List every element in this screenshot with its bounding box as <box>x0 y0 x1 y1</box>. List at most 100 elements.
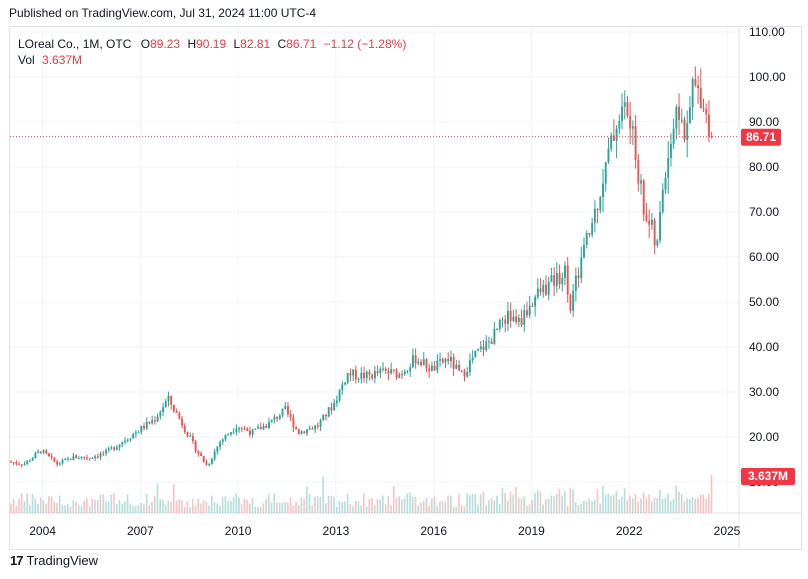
volume-bar <box>126 494 129 513</box>
volume-bar <box>631 498 634 513</box>
candle-body <box>249 430 251 435</box>
volume-bar <box>661 498 664 513</box>
candle-body <box>189 435 192 437</box>
candle-body <box>409 367 412 372</box>
candle-body <box>659 212 662 241</box>
volume-bar <box>512 495 515 513</box>
volume-bar <box>143 503 145 513</box>
candle-body <box>460 370 463 372</box>
candle-body <box>137 432 140 434</box>
candle-body <box>534 296 537 307</box>
volume-bar <box>553 496 555 513</box>
volume-bar <box>642 492 645 513</box>
candle-body <box>31 457 34 461</box>
chart-frame[interactable] <box>9 26 802 550</box>
candle-body <box>18 463 21 465</box>
volume-bar <box>376 499 379 513</box>
volume-bar <box>333 496 335 513</box>
candle-body <box>395 370 398 378</box>
candle-body <box>327 407 330 417</box>
candle-body <box>688 107 691 124</box>
candle-body <box>251 429 254 435</box>
candle-body <box>425 359 428 369</box>
volume-bar <box>159 499 161 513</box>
volume-bar <box>629 495 631 513</box>
candle-body <box>428 368 431 372</box>
legend-symbol[interactable]: LOreal Co., 1M, OTC <box>18 37 132 51</box>
candle-body <box>523 310 526 325</box>
candles <box>10 66 713 468</box>
candle-body <box>686 123 689 140</box>
candle-body <box>64 458 67 461</box>
volume-bar <box>683 501 686 513</box>
volume-bar <box>254 506 257 513</box>
candle-body <box>94 456 97 459</box>
volume-bar <box>528 504 531 513</box>
volume-bar <box>509 491 512 513</box>
volume-bar <box>496 495 498 513</box>
volume-bar <box>365 506 368 513</box>
candle-body <box>433 365 436 371</box>
candle-body <box>322 414 325 421</box>
volume-bar <box>29 504 31 513</box>
volume-bar <box>156 483 159 513</box>
candle-body <box>257 426 260 429</box>
volume-bar <box>406 493 409 513</box>
candle-body <box>672 128 675 144</box>
volume-bar <box>72 500 75 513</box>
volume-bar <box>395 498 398 513</box>
price-tick-label: 80.00 <box>749 160 779 174</box>
candle-body <box>335 400 338 403</box>
volume-bar <box>705 498 707 513</box>
candle-body <box>547 282 550 295</box>
candle-body <box>338 389 341 401</box>
candle-body <box>91 457 94 459</box>
volume-bar <box>422 501 425 513</box>
volume-bar <box>200 503 202 513</box>
candle-body <box>414 355 417 364</box>
candle-body <box>121 442 124 445</box>
candle-body <box>653 219 656 246</box>
volume-bar <box>300 497 303 513</box>
candle-body <box>623 102 626 107</box>
candle-body <box>281 408 284 416</box>
volume-bar <box>249 503 251 513</box>
volume-bar <box>648 494 650 513</box>
volume-bar <box>257 506 259 513</box>
candle-body <box>403 371 406 375</box>
candle-body <box>88 457 91 459</box>
candle-body <box>34 453 37 458</box>
volume-bar <box>354 500 357 513</box>
volume-bar <box>526 505 528 513</box>
candle-body <box>507 310 509 324</box>
volume-bar <box>105 500 107 513</box>
volume-bar <box>675 485 678 513</box>
volume-bar <box>498 504 501 513</box>
volume-bar <box>153 495 156 513</box>
volume-bar <box>213 501 216 513</box>
volume-bar <box>110 494 113 513</box>
candle-body <box>382 368 384 370</box>
footer-brand[interactable]: 17 TradingView <box>10 553 98 568</box>
volume-bar <box>88 505 91 513</box>
candle-body <box>555 273 558 286</box>
volume-bar <box>64 504 66 513</box>
volume-bar <box>493 500 496 513</box>
candle-body <box>707 114 710 137</box>
candle-body <box>194 441 197 452</box>
volume-bar <box>132 506 134 513</box>
volume-bar <box>501 487 504 513</box>
candle-body <box>156 416 159 422</box>
volume-bar <box>382 495 384 513</box>
candle-body <box>219 441 222 447</box>
volume-bar <box>428 505 430 513</box>
volume-bar <box>558 488 561 513</box>
candle-body <box>289 414 292 418</box>
volume-bar <box>140 503 142 513</box>
volume-bar <box>170 502 172 513</box>
candle-body <box>273 417 276 420</box>
volume-bar <box>107 501 110 513</box>
candle-body <box>455 364 458 369</box>
volume-bar <box>121 503 123 513</box>
